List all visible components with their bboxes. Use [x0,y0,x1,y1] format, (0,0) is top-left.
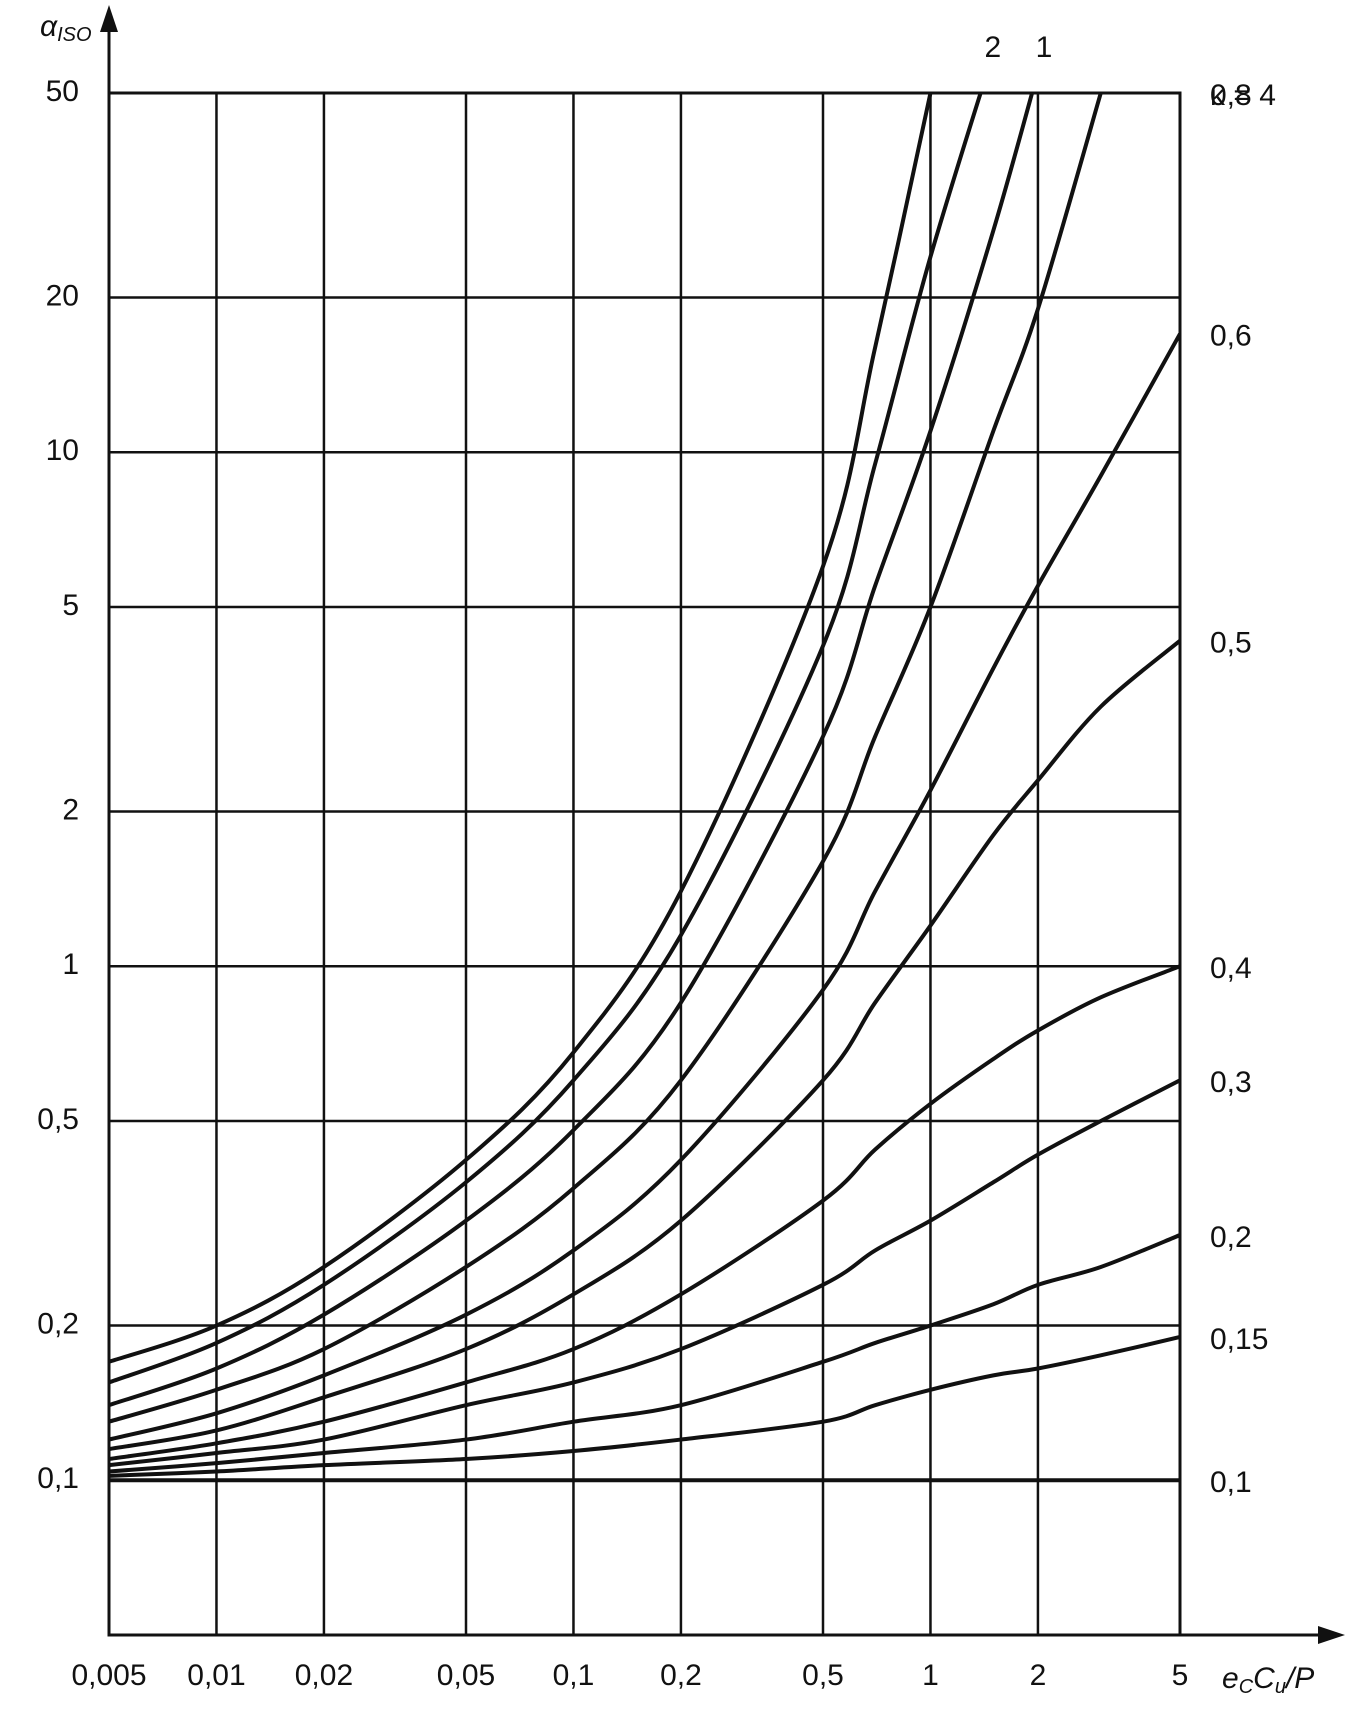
curve [109,93,1103,1424]
y-tick-label: 1 [62,948,79,981]
x-tick-label: 0,02 [295,1659,353,1692]
x-label-part: e [1222,1662,1239,1695]
y-tick-label: 10 [46,434,79,467]
series-label: 0,1 [1210,1466,1252,1499]
curve [109,639,1180,1452]
plot-area [109,93,1180,1483]
series-label: κ = 4 [1210,79,1276,112]
series-label: 0,5 [1210,627,1252,660]
x-tick-label: 5 [1172,1659,1189,1692]
series-label: 2 [984,31,1001,64]
y-tick-label: 50 [46,75,79,108]
y-tick-label: 0,2 [37,1307,79,1340]
y-axis-label: αISO [40,10,92,46]
series-label: 0,4 [1210,952,1252,985]
series-label: 0,8 [1210,79,1252,112]
y-label-sub: ISO [57,24,91,46]
y-tick-label: 20 [46,279,79,312]
x-label-part: u [1275,1676,1286,1698]
x-tick-label: 0,1 [553,1659,595,1692]
plot-frame [107,91,1182,1637]
y-tick-label: 0,1 [37,1462,79,1495]
x-tick-label: 0,5 [802,1659,844,1692]
x-tick-label: 1 [922,1659,939,1692]
curve [109,1335,1180,1478]
series-label: 0,3 [1210,1066,1252,1099]
x-axis-arrow [1318,1626,1345,1644]
y-tick-label: 5 [62,589,79,622]
curve [109,1233,1180,1474]
x-label-part: C [1239,1676,1254,1698]
y-tick-label: 2 [62,793,79,826]
series-label: 0,2 [1210,1221,1252,1254]
x-tick-label: 0,01 [187,1659,245,1692]
y-tick-label: 0,5 [37,1103,79,1136]
curve [109,93,983,1385]
curve [109,93,933,1364]
curve [109,1078,1180,1468]
y-axis-arrow [100,5,118,32]
x-label-part: /P [1284,1662,1314,1695]
series-label: 0,15 [1210,1323,1268,1356]
y-label-main: α [40,10,58,43]
series-label: 1 [1036,31,1053,64]
curve [109,332,1180,1442]
x-tick-label: 0,2 [660,1659,702,1692]
series-label: 0,6 [1210,320,1252,353]
x-tick-label: 0,005 [71,1659,146,1692]
curve [109,964,1180,1461]
curve [109,93,1035,1408]
x-tick-label: 2 [1030,1659,1047,1692]
x-label-part: C [1253,1662,1275,1695]
x-axis-label: eCCu/P [1222,1662,1314,1698]
x-tick-label: 0,05 [437,1659,495,1692]
